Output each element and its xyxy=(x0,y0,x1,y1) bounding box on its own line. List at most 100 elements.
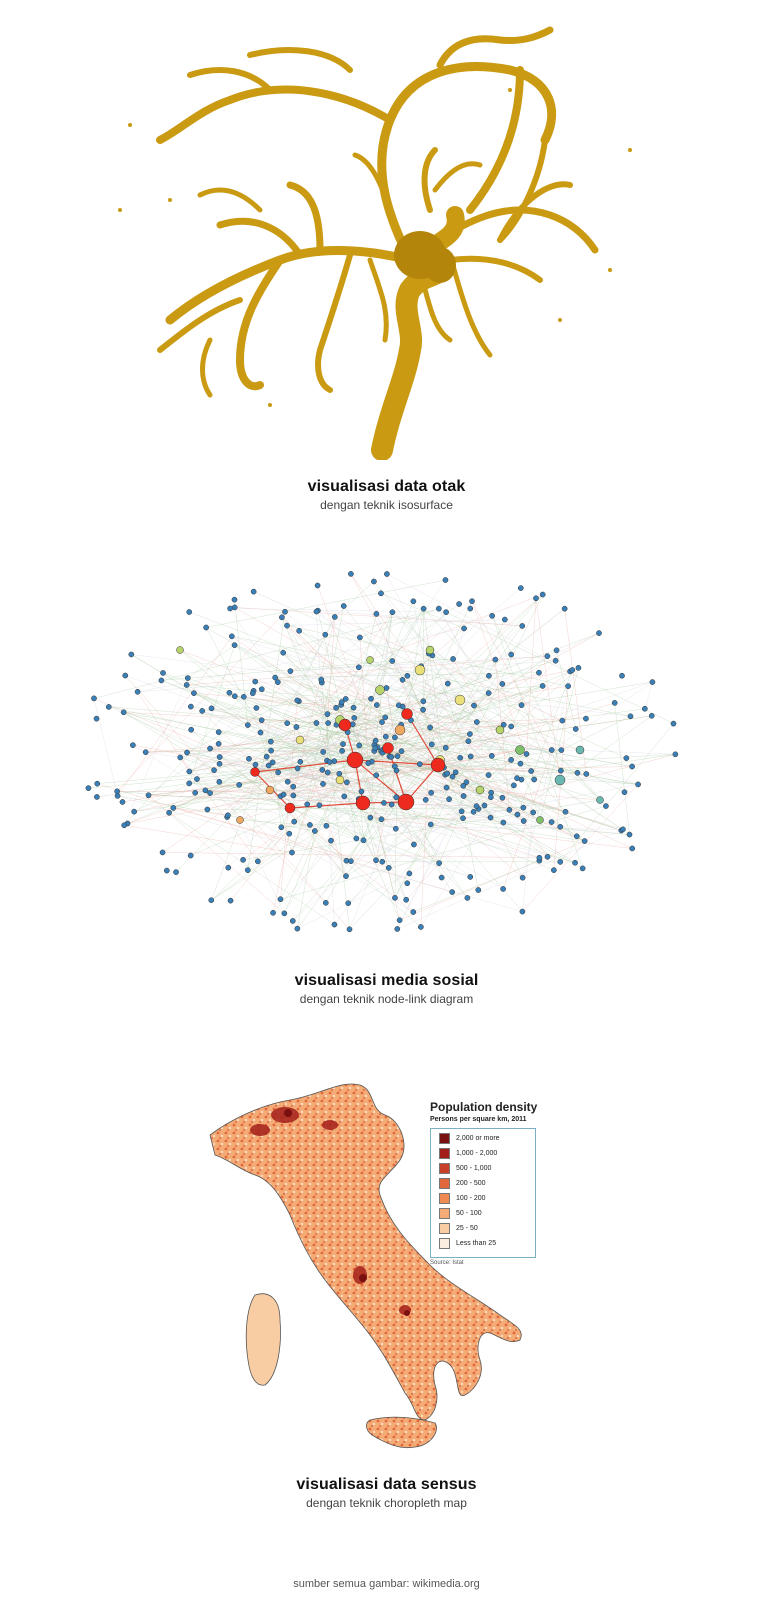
network-node xyxy=(258,686,265,693)
network-edge xyxy=(438,608,521,751)
network-node xyxy=(365,760,372,766)
network-edge xyxy=(291,701,342,853)
network-edge xyxy=(290,655,548,672)
network-edge xyxy=(284,611,518,815)
network-node xyxy=(629,763,635,770)
network-node xyxy=(265,762,272,769)
network-node xyxy=(442,577,449,583)
network-node xyxy=(623,755,630,761)
network-edge xyxy=(406,608,424,715)
network-node xyxy=(488,753,495,759)
network-node xyxy=(389,658,396,664)
network-node xyxy=(340,741,346,747)
network-edge xyxy=(359,608,439,638)
network-edge xyxy=(253,591,627,759)
network-node xyxy=(346,926,353,933)
network-node xyxy=(422,796,429,803)
network-node xyxy=(314,582,321,589)
network-edge xyxy=(354,615,493,761)
network-edge xyxy=(383,625,523,750)
network-node xyxy=(506,806,513,813)
network-edge xyxy=(209,603,460,794)
network-node xyxy=(142,749,149,756)
network-edge xyxy=(348,749,521,904)
network-node xyxy=(160,670,166,676)
network-edge xyxy=(255,632,600,765)
network-node xyxy=(184,749,190,756)
network-node xyxy=(385,865,392,871)
network-node xyxy=(443,784,450,791)
network-node xyxy=(128,651,135,658)
network-node xyxy=(252,678,259,685)
network-node xyxy=(258,717,265,724)
network-edge xyxy=(239,819,310,826)
network-node xyxy=(194,776,200,782)
network-edge xyxy=(179,649,371,818)
legend-label: 100 - 200 xyxy=(456,1195,486,1202)
network-node xyxy=(280,791,287,798)
network-node xyxy=(114,788,120,795)
network-node xyxy=(536,669,542,676)
network-edge xyxy=(93,698,118,796)
network-edge xyxy=(270,616,335,742)
legend-label: 50 - 100 xyxy=(456,1210,482,1217)
network-node xyxy=(291,818,298,825)
network-edge xyxy=(346,782,357,839)
network-edge xyxy=(168,812,335,925)
network-edge xyxy=(186,655,548,686)
network-edge xyxy=(476,721,524,822)
legend-box: 2,000 or more 1,000 - 2,000 500 - 1,000 … xyxy=(430,1128,536,1258)
network-edge xyxy=(334,581,375,618)
network-node xyxy=(454,694,466,706)
network-node xyxy=(93,715,100,722)
network-edge xyxy=(193,692,622,831)
network-node xyxy=(290,792,297,799)
network-node xyxy=(228,633,235,640)
network-edge xyxy=(243,696,514,786)
network-edge xyxy=(148,743,219,796)
network-node xyxy=(236,816,244,824)
network-node xyxy=(289,918,296,924)
network-node xyxy=(464,895,471,901)
network-node xyxy=(91,695,97,702)
network-node xyxy=(428,789,434,796)
legend-label: 1,000 - 2,000 xyxy=(456,1150,498,1157)
network-node xyxy=(450,656,456,662)
network-edge xyxy=(502,669,573,685)
network-node xyxy=(326,759,333,765)
network-edge xyxy=(243,696,383,723)
network-edge xyxy=(517,669,573,815)
network-edge xyxy=(287,659,496,724)
legend-item: 1,000 - 2,000 xyxy=(439,1148,497,1159)
network-node xyxy=(499,794,506,801)
network-node xyxy=(231,642,238,648)
network-node xyxy=(277,896,284,903)
network-edge xyxy=(413,601,446,775)
network-node xyxy=(388,754,395,760)
network-edge xyxy=(186,684,346,700)
network-node xyxy=(345,900,352,907)
network-edge xyxy=(257,579,446,862)
network-node xyxy=(565,683,571,689)
panel-title: visualisasi data otak xyxy=(307,478,466,495)
network-node xyxy=(575,745,585,755)
network-node xyxy=(227,897,234,904)
network-node xyxy=(520,818,527,824)
network-node xyxy=(176,646,184,654)
network-edge xyxy=(297,812,534,929)
network-edge xyxy=(471,601,562,771)
network-edge xyxy=(205,790,414,913)
network-edge xyxy=(229,692,503,798)
network-node xyxy=(519,908,526,915)
network-edge xyxy=(175,701,342,873)
network-edge xyxy=(375,724,504,861)
network-edge xyxy=(491,615,583,869)
network-node xyxy=(575,665,582,671)
network-node xyxy=(467,874,474,880)
brain-vessel-image xyxy=(118,26,632,460)
network-node xyxy=(399,676,406,683)
network-node xyxy=(394,753,401,759)
network-node xyxy=(635,781,641,788)
network-edge xyxy=(281,667,359,828)
network-edge xyxy=(247,634,326,726)
